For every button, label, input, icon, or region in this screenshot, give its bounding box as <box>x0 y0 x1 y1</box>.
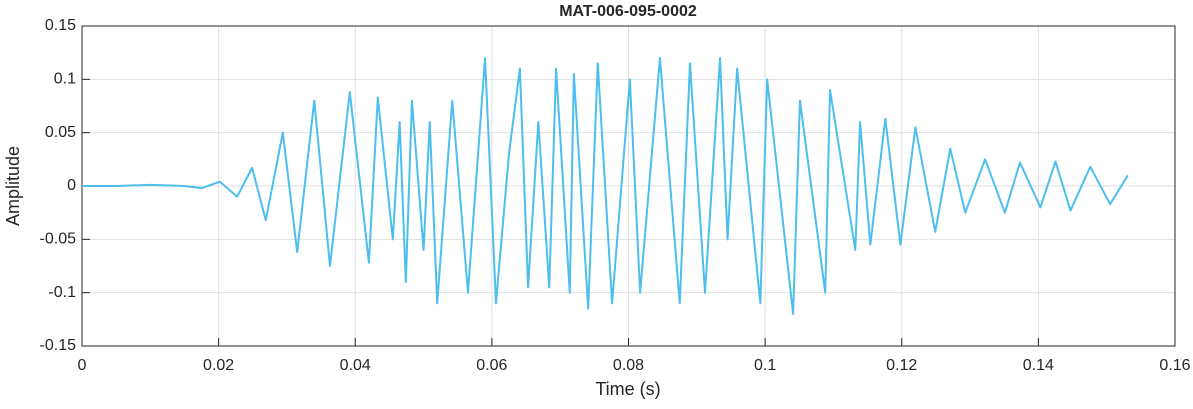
chart-title: MAT-006-095-0002 <box>559 3 697 20</box>
x-tick-label: 0 <box>78 357 87 374</box>
y-tick-label: 0.05 <box>45 124 76 141</box>
y-tick-label: 0.1 <box>54 71 76 88</box>
y-tick-label: -0.05 <box>40 231 77 248</box>
y-tick-label: 0.15 <box>45 17 76 34</box>
x-tick-label: 0.06 <box>476 357 507 374</box>
x-axis-label: Time (s) <box>595 379 660 399</box>
x-tick-label: 0.14 <box>1023 357 1054 374</box>
y-tick-label: -0.15 <box>40 337 77 354</box>
x-tick-label: 0.12 <box>886 357 917 374</box>
x-tick-label: 0.04 <box>340 357 371 374</box>
y-tick-label: 0 <box>67 177 76 194</box>
x-tick-label: 0.1 <box>754 357 776 374</box>
x-tick-label: 0.16 <box>1159 357 1190 374</box>
x-tick-label: 0.02 <box>203 357 234 374</box>
y-tick-label: -0.1 <box>48 284 76 301</box>
waveform-line <box>82 57 1129 315</box>
y-axis-label: Amplitude <box>3 146 23 226</box>
x-tick-label: 0.08 <box>613 357 644 374</box>
